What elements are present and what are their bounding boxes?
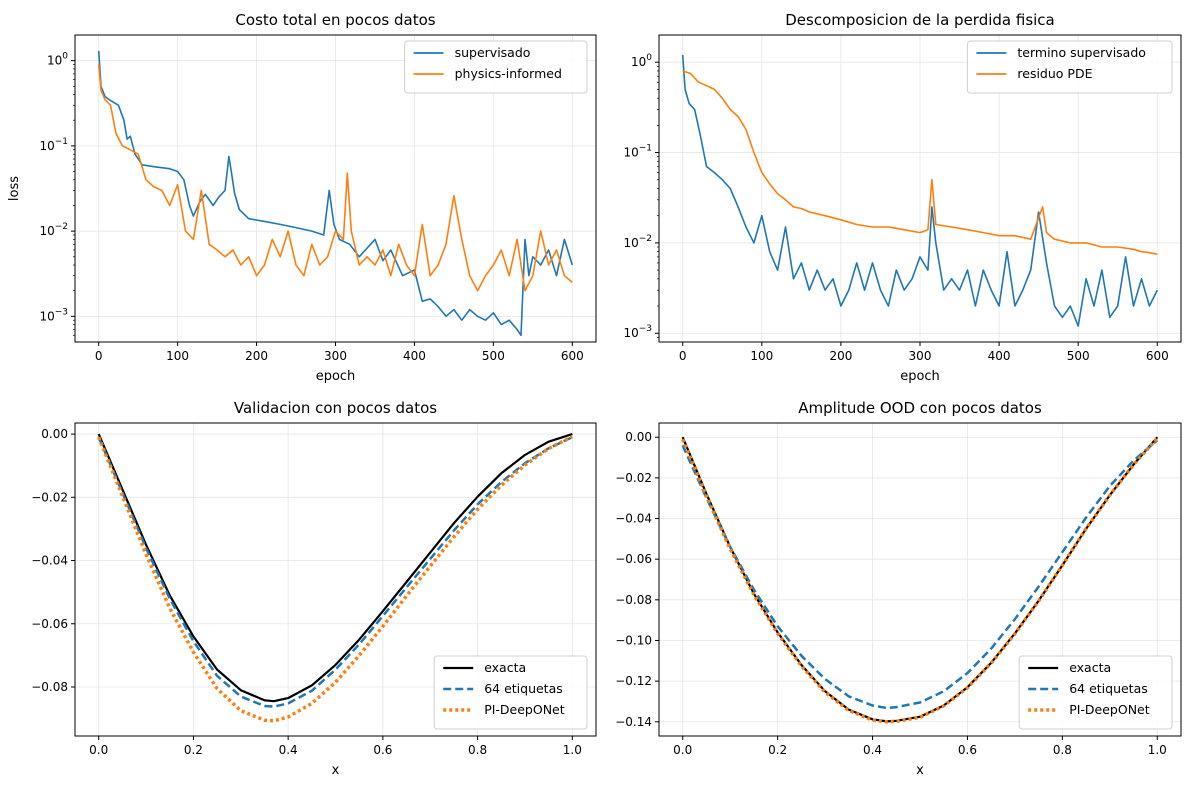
x-tick-label: 0.6 (958, 743, 977, 757)
x-axis-label: epoch (316, 369, 356, 384)
y-tick-label: 10−3 (623, 324, 652, 340)
y-tick-label: −0.02 (615, 471, 652, 485)
y-axis-label: loss (7, 176, 22, 201)
y-tick-label: −0.04 (615, 512, 652, 526)
grid (659, 35, 1181, 342)
x-tick-label: 0.2 (184, 743, 203, 757)
x-tick-label: 1.0 (1148, 743, 1167, 757)
series-line-2 (97, 64, 573, 292)
x-tick-label: 100 (750, 349, 773, 363)
legend-label: exacta (1069, 660, 1111, 675)
legend-box (404, 40, 588, 94)
legend-label: termino supervisado (1017, 45, 1146, 60)
y-tick-label: 100 (631, 53, 652, 69)
series-line-2 (97, 436, 573, 708)
chart-panel-2: 0 100 200 300 400 500 600 10−3 10−2 10−1 100 Descom… (623, 11, 1182, 384)
chart-panel-4: 0.0 0.2 0.4 0.6 0.8 1.0 −0.14 −0.12 −0.10 −0.08 −0… (615, 399, 1182, 778)
chart-title: Costo total en pocos datos (235, 11, 435, 29)
legend-label: 64 etiquetas (1069, 681, 1148, 696)
y-tick-label: −0.12 (615, 674, 652, 688)
x-tick-label: 0 (95, 349, 103, 363)
legend-label: physics-informed (455, 66, 562, 81)
x-tick-label: 600 (1146, 349, 1169, 363)
series-line-3 (97, 435, 574, 723)
x-tick-label: 0.4 (279, 743, 298, 757)
y-tick-label: −0.06 (31, 617, 68, 631)
legend: exacta 64 etiquetas PI-DeepONet (1018, 655, 1173, 730)
y-tick-label: 10−2 (39, 222, 68, 238)
legend-box (1018, 655, 1173, 730)
x-tick-label: 500 (482, 349, 505, 363)
y-tick-label: −0.08 (615, 593, 652, 607)
chart-panel-3: 0.0 0.2 0.4 0.6 0.8 1.0 −0.08 −0.06 −0.04 −0.02 0.… (31, 399, 597, 778)
series-line-2 (681, 439, 1159, 710)
y-tick-label: 0.00 (41, 427, 68, 441)
legend-box (433, 655, 588, 730)
series-line-2 (682, 70, 1158, 255)
axes-frame (74, 422, 597, 737)
x-axis-label: x (916, 763, 924, 778)
y-tick-label: 10−3 (39, 307, 68, 323)
x-tick-label: 300 (324, 349, 347, 363)
series-line-1 (681, 54, 1159, 327)
x-tick-label: 400 (403, 349, 426, 363)
series-group (97, 50, 574, 337)
legend-label: residuo PDE (1017, 66, 1092, 81)
x-tick-label: 200 (829, 349, 852, 363)
y-tick-label: −0.14 (615, 715, 652, 729)
x-tick-label: 0 (679, 349, 687, 363)
x-tick-label: 0.8 (468, 743, 487, 757)
y-tick-label: −0.02 (31, 490, 68, 504)
legend-label: 64 etiquetas (484, 681, 563, 696)
x-tick-label: 300 (909, 349, 932, 363)
series-group (681, 54, 1159, 327)
chart-title: Descomposicion de la perdida fisica (785, 11, 1055, 29)
y-tick-label: −0.08 (31, 680, 68, 694)
series-line-1 (97, 50, 574, 337)
series-group (681, 436, 1159, 724)
legend-label: PI-DeepONet (1069, 702, 1150, 717)
axes-frame (658, 422, 1182, 737)
legend-label: PI-DeepONet (484, 702, 565, 717)
x-tick-label: 0.8 (1053, 743, 1072, 757)
y-tick-label: −0.10 (615, 633, 652, 647)
y-tick-label: −0.06 (615, 552, 652, 566)
chart-panel-1: 0 100 200 300 400 500 600 10−3 10−2 10−1 100 Costo … (7, 11, 597, 384)
y-tick-label: 100 (47, 52, 68, 68)
x-tick-label: 1.0 (563, 743, 582, 757)
x-tick-label: 0.4 (863, 743, 882, 757)
x-tick-label: 600 (561, 349, 584, 363)
legend-label: supervisado (455, 45, 531, 60)
x-tick-label: 100 (166, 349, 189, 363)
legend: supervisado physics-informed (404, 40, 588, 94)
x-tick-label: 0.0 (89, 743, 108, 757)
x-tick-label: 0.2 (768, 743, 787, 757)
y-tick-label: −0.04 (31, 554, 68, 568)
x-tick-label: 0.6 (373, 743, 392, 757)
series-line-1 (97, 433, 573, 703)
y-tick-label: 10−1 (39, 137, 68, 153)
y-tick-label: 10−2 (623, 234, 652, 250)
y-tick-label: 10−1 (623, 144, 652, 160)
x-axis-label: epoch (900, 369, 940, 384)
series-group (97, 433, 574, 723)
x-tick-label: 0.0 (673, 743, 692, 757)
series-line-3 (681, 437, 1159, 724)
x-tick-label: 400 (988, 349, 1011, 363)
legend-box (966, 40, 1173, 94)
y-tick-label: 0.00 (625, 430, 652, 444)
legend: exacta 64 etiquetas PI-DeepONet (433, 655, 588, 730)
x-tick-label: 200 (245, 349, 268, 363)
legend: termino supervisado residuo PDE (966, 40, 1173, 94)
legend-label: exacta (484, 660, 526, 675)
chart-title: Amplitude OOD con pocos datos (798, 399, 1042, 417)
x-tick-label: 500 (1067, 349, 1090, 363)
x-axis-label: x (332, 763, 340, 778)
chart-title: Validacion con pocos datos (234, 399, 437, 417)
